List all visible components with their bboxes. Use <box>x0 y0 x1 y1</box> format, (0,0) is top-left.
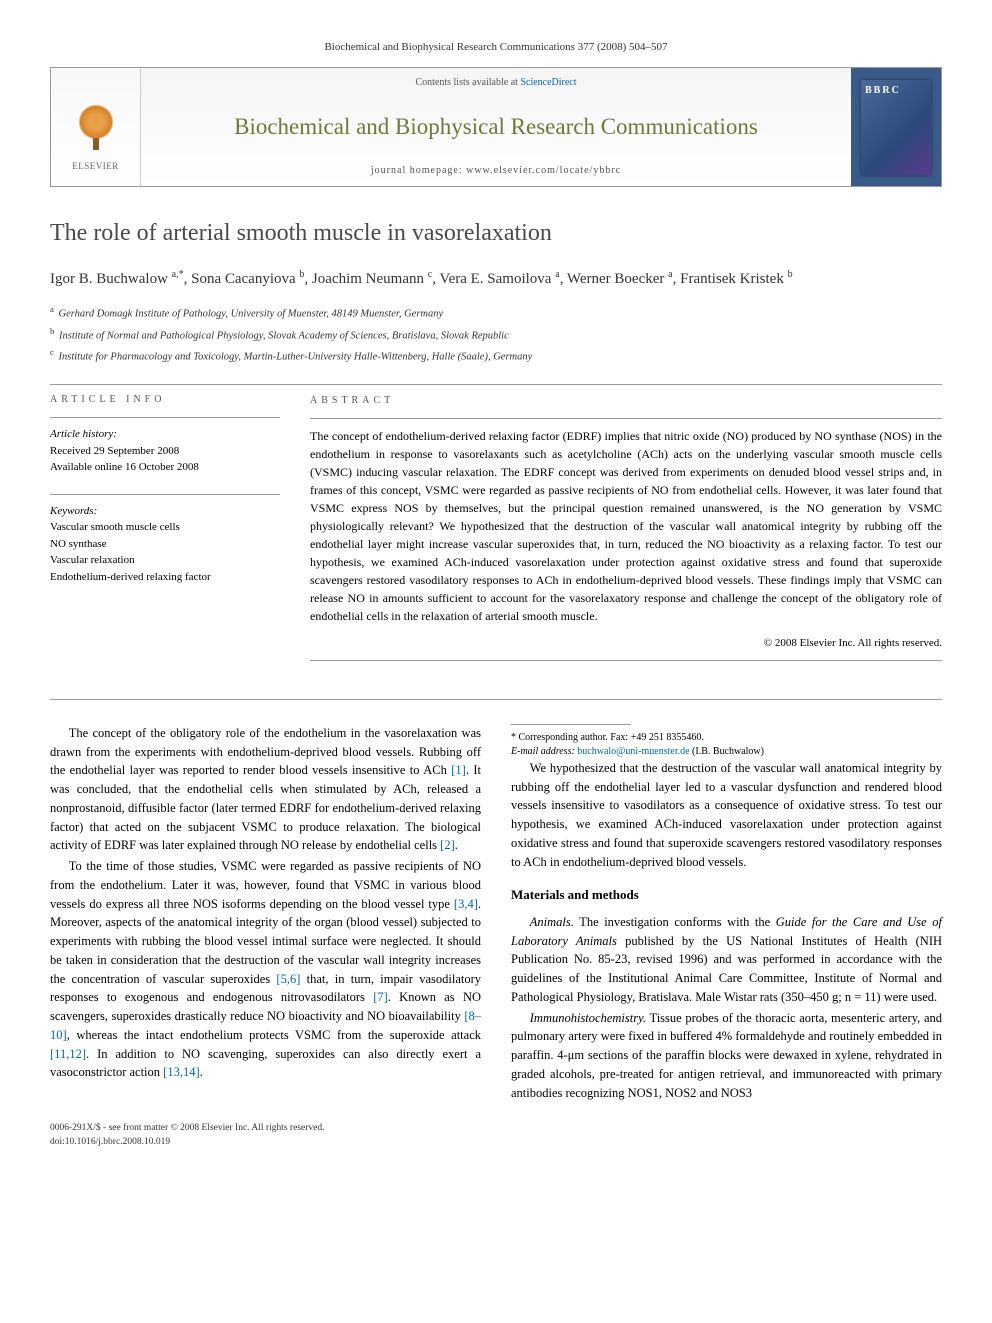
journal-cover-icon <box>861 80 931 175</box>
contents-prefix: Contents lists available at <box>415 77 520 88</box>
corresponding-email-link[interactable]: buchwalo@uni-muenster.de <box>577 746 689 757</box>
front-matter-line: 0006-291X/$ - see front matter © 2008 El… <box>50 1122 942 1135</box>
body-paragraph: Immunohistochemistry. Tissue probes of t… <box>511 1009 942 1103</box>
article-info-heading: ARTICLE INFO <box>50 393 280 407</box>
article-title: The role of arterial smooth muscle in va… <box>50 217 942 251</box>
divider <box>50 699 942 700</box>
abstract-heading: ABSTRACT <box>310 393 942 408</box>
journal-banner: ELSEVIER Contents lists available at Sci… <box>50 67 942 187</box>
running-header: Biochemical and Biophysical Research Com… <box>50 40 942 55</box>
article-info-column: ARTICLE INFO Article history: Received 2… <box>50 393 280 669</box>
keywords-block: Keywords: Vascular smooth muscle cellsNO… <box>50 503 280 586</box>
page-footer: 0006-291X/$ - see front matter © 2008 El… <box>50 1122 942 1149</box>
cover-thumbnail-cell <box>851 68 941 186</box>
footnotes: * Corresponding author. Fax: +49 251 835… <box>511 731 942 759</box>
corresponding-author-note: * Corresponding author. Fax: +49 251 835… <box>511 731 942 745</box>
journal-homepage-line: journal homepage: www.elsevier.com/locat… <box>161 164 831 178</box>
homepage-url[interactable]: www.elsevier.com/locate/ybbrc <box>466 165 621 176</box>
publisher-name: ELSEVIER <box>72 160 119 173</box>
homepage-prefix: journal homepage: <box>371 165 466 176</box>
abstract-copyright: © 2008 Elsevier Inc. All rights reserved… <box>310 635 942 652</box>
divider <box>310 418 942 419</box>
sciencedirect-link[interactable]: ScienceDirect <box>520 77 576 88</box>
abstract-column: ABSTRACT The concept of endothelium-deri… <box>310 393 942 669</box>
online-date: Available online 16 October 2008 <box>50 459 280 476</box>
affiliations: a Gerhard Domagk Institute of Pathology,… <box>50 302 942 366</box>
info-abstract-row: ARTICLE INFO Article history: Received 2… <box>50 393 942 669</box>
methods-heading: Materials and methods <box>511 885 942 905</box>
divider <box>50 417 280 418</box>
journal-title: Biochemical and Biophysical Research Com… <box>161 111 831 143</box>
elsevier-tree-icon <box>66 82 126 152</box>
article-body: The concept of the obligatory role of th… <box>50 724 942 1103</box>
body-paragraph: To the time of those studies, VSMC were … <box>50 857 481 1082</box>
body-paragraph: We hypothesized that the destruction of … <box>511 759 942 872</box>
body-paragraph: Animals. The investigation conforms with… <box>511 913 942 1007</box>
email-label: E-mail address: <box>511 746 577 757</box>
article-history: Article history: Received 29 September 2… <box>50 426 280 476</box>
contents-available-line: Contents lists available at ScienceDirec… <box>161 76 831 90</box>
divider <box>50 384 942 385</box>
email-person: (I.B. Buchwalow) <box>690 746 764 757</box>
author-list: Igor B. Buchwalow a,*, Sona Cacanyiova b… <box>50 267 942 291</box>
email-line: E-mail address: buchwalo@uni-muenster.de… <box>511 745 942 759</box>
publisher-logo-cell: ELSEVIER <box>51 68 141 186</box>
received-date: Received 29 September 2008 <box>50 443 280 460</box>
divider <box>310 660 942 661</box>
doi-line: doi:10.1016/j.bbrc.2008.10.019 <box>50 1136 942 1149</box>
keywords-label: Keywords: <box>50 503 280 520</box>
keywords-list: Vascular smooth muscle cellsNO synthaseV… <box>50 519 280 585</box>
banner-center: Contents lists available at ScienceDirec… <box>141 68 851 186</box>
divider <box>50 494 280 495</box>
body-paragraph: The concept of the obligatory role of th… <box>50 724 481 855</box>
footnote-separator <box>511 724 631 725</box>
history-label: Article history: <box>50 426 280 443</box>
abstract-text: The concept of endothelium-derived relax… <box>310 427 942 625</box>
